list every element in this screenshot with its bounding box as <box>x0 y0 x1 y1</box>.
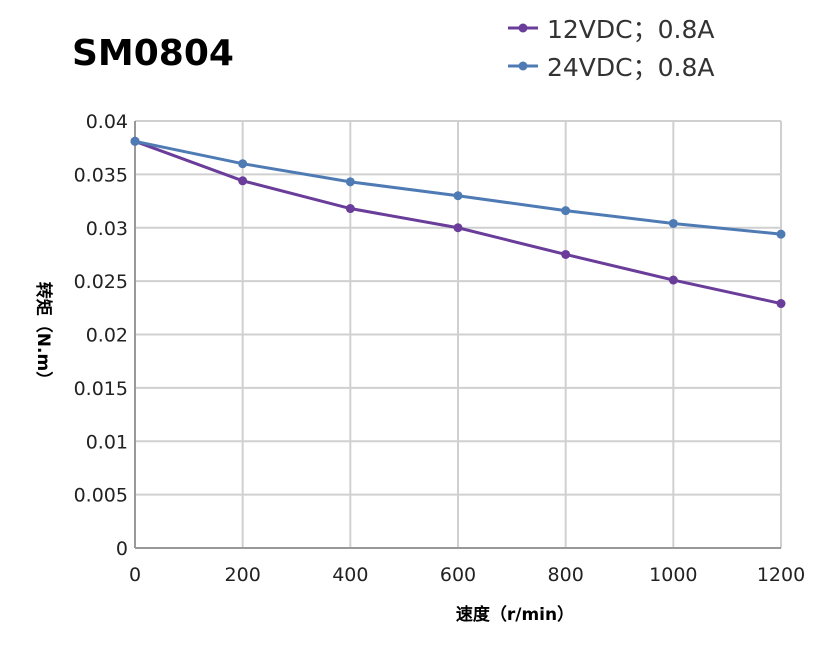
x-tick-label: 600 <box>440 564 476 586</box>
data-point <box>668 275 678 285</box>
y-tick-label: 0 <box>116 538 128 560</box>
data-point <box>238 176 248 186</box>
y-axis-label: 转矩（N.m） <box>33 282 54 388</box>
data-point <box>345 177 355 187</box>
x-tick-label: 400 <box>332 564 368 586</box>
y-tick-label: 0.04 <box>86 111 128 133</box>
x-axis-label: 速度（r/min） <box>456 604 574 625</box>
x-tick-label: 1200 <box>757 564 805 586</box>
legend-marker <box>518 23 528 33</box>
data-point <box>453 223 463 233</box>
data-point <box>345 204 355 214</box>
data-point <box>561 249 571 259</box>
data-point <box>776 229 786 239</box>
y-tick-label: 0.005 <box>74 485 128 507</box>
legend-marker <box>518 61 528 71</box>
data-point <box>668 218 678 228</box>
x-tick-label: 1000 <box>649 564 697 586</box>
x-tick-label: 800 <box>548 564 584 586</box>
data-point <box>130 136 140 146</box>
x-tick-label: 200 <box>225 564 261 586</box>
y-tick-label: 0.01 <box>86 431 128 453</box>
legend-label: 24VDC；0.8A <box>547 53 714 82</box>
y-tick-label: 0.03 <box>86 218 128 240</box>
y-tick-label: 0.015 <box>74 378 128 400</box>
chart-title: SM0804 <box>72 33 234 74</box>
y-tick-label: 0.025 <box>74 271 128 293</box>
data-point <box>561 206 571 216</box>
data-point <box>776 299 786 309</box>
x-tick-label: 0 <box>129 564 141 586</box>
y-tick-label: 0.02 <box>86 325 128 347</box>
data-point <box>238 159 248 169</box>
data-point <box>453 191 463 201</box>
y-tick-label: 0.035 <box>74 164 128 186</box>
legend-label: 12VDC；0.8A <box>547 15 714 44</box>
